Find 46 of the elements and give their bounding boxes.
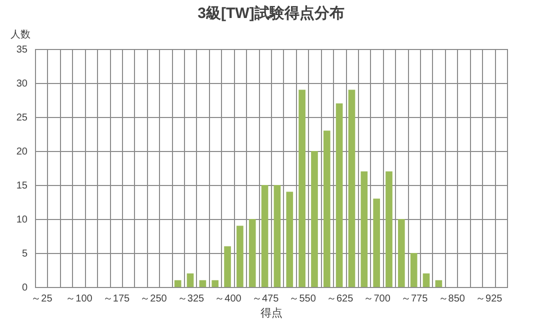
x-tick-label: ～775 [401,294,428,304]
chart-title: 3級[TW]試験得点分布 [198,5,344,22]
bar [174,280,182,287]
bar [236,226,244,287]
bar [212,280,219,287]
bar [311,151,318,287]
bar [261,185,268,287]
bar [286,192,294,287]
y-tick-label: 25 [16,112,28,124]
x-tick-label: ～475 [252,294,280,304]
bar [348,90,356,287]
bar [274,185,281,287]
x-tick-label: ～100 [66,294,93,304]
bar [248,219,256,287]
y-tick-label: 10 [16,214,28,226]
y-axis-title: 人数 [10,30,30,40]
x-tick-label: ～850 [438,294,466,304]
bar [435,280,442,287]
bar [199,280,206,287]
bar [360,171,368,287]
bar [422,273,430,287]
x-tick-label: ～550 [289,294,316,304]
bar [386,171,392,287]
x-tick-label: ～175 [102,294,130,304]
y-tick-label: 15 [16,180,28,192]
bar [298,90,306,287]
x-tick-label: ～25 [31,294,53,304]
y-tick-label: 5 [22,248,28,260]
x-tick-label: ～625 [326,294,354,304]
bar [336,103,343,287]
y-tick-label: 0 [22,282,28,294]
bar [410,253,418,287]
bar [398,219,405,287]
bar [186,273,194,287]
bar [323,130,330,287]
x-tick-label: ～250 [140,294,168,304]
y-tick-label: 20 [16,146,28,158]
y-tick-label: 30 [16,78,28,90]
x-axis-title: 得点 [260,306,282,320]
x-tick-label: ～325 [177,294,205,304]
x-tick-label: ～700 [364,294,391,304]
bar [373,198,380,287]
x-tick-label: ～400 [214,294,242,304]
x-tick-label: ～925 [476,294,503,304]
y-tick-label: 35 [16,44,28,56]
bar [224,246,231,287]
